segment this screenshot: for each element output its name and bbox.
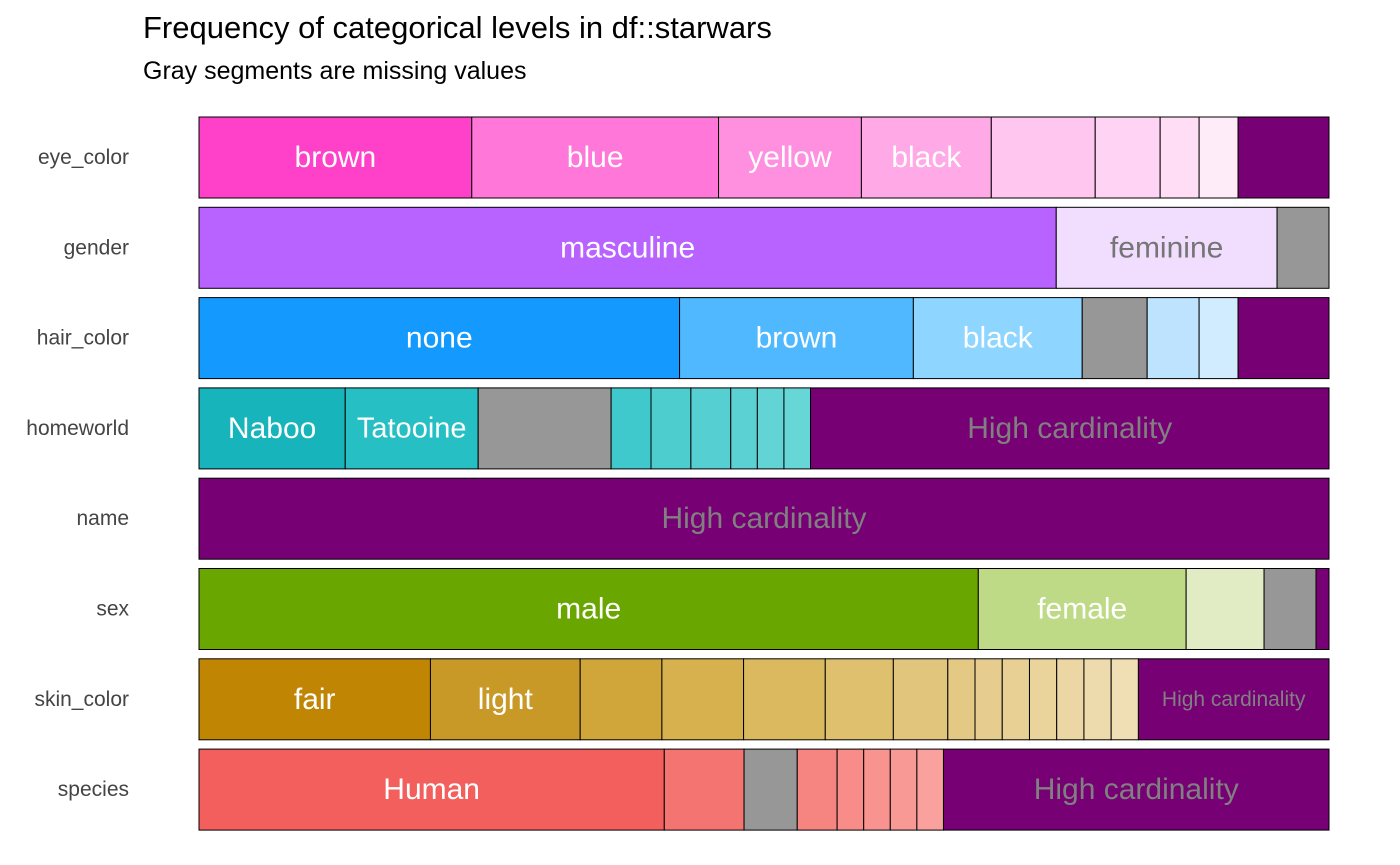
bar-segment xyxy=(836,748,865,831)
y-tick-label: eye_color xyxy=(38,146,129,169)
bar-segment xyxy=(1185,568,1265,650)
bar-segment xyxy=(860,116,992,199)
bar-segment xyxy=(663,748,745,831)
bar-segment xyxy=(718,116,862,199)
segment-label: brown xyxy=(295,141,377,174)
bar-segment xyxy=(344,387,479,470)
bar-segment xyxy=(1028,658,1058,741)
segment-label: blue xyxy=(567,141,624,174)
bar-segment xyxy=(810,387,1330,470)
bar-segment xyxy=(198,387,346,470)
bar-segment xyxy=(912,297,1083,380)
segment-label: High cardinality xyxy=(967,412,1172,445)
segment-label: black xyxy=(891,141,962,174)
bar-segment xyxy=(1263,568,1317,650)
bar-segment xyxy=(198,206,1057,289)
bar-segment xyxy=(1198,116,1239,199)
bar-segment xyxy=(1237,297,1330,380)
bar-segment xyxy=(610,387,652,470)
bar-segment xyxy=(679,297,914,380)
y-tick-label: skin_color xyxy=(34,688,129,711)
bar-segment xyxy=(1159,116,1200,199)
segment-label: High cardinality xyxy=(1162,688,1306,711)
bar-segment xyxy=(1146,297,1200,380)
bar-segment xyxy=(974,658,1003,741)
bar-segment xyxy=(1055,206,1278,289)
segment-label: masculine xyxy=(560,231,695,264)
segment-label: Tatooine xyxy=(357,412,467,444)
segment-label: brown xyxy=(756,322,838,355)
bar-segment xyxy=(990,116,1096,199)
bar-segment xyxy=(783,387,812,470)
bar-segment xyxy=(579,658,663,741)
segment-label: yellow xyxy=(748,141,832,174)
bar-segment xyxy=(889,748,918,831)
y-tick-label: sex xyxy=(96,598,129,621)
chart-subtitle: Gray segments are missing values xyxy=(143,57,527,85)
bar-segment xyxy=(947,658,976,741)
bar-segment xyxy=(477,387,612,470)
bar-segment xyxy=(1081,297,1148,380)
segment-label: black xyxy=(963,322,1034,355)
bar-segment xyxy=(743,748,798,831)
bar-segment xyxy=(1083,658,1112,741)
bar-segment xyxy=(730,387,758,470)
segment-label: High cardinality xyxy=(661,502,866,535)
bar-segment xyxy=(796,748,838,831)
bar-segment xyxy=(198,477,1330,560)
bar-segment xyxy=(650,387,692,470)
bar-segment xyxy=(661,658,745,741)
segment-label: female xyxy=(1037,593,1127,626)
bar-segment xyxy=(1137,658,1330,741)
bar-segment xyxy=(198,297,681,380)
y-tick-label: homeworld xyxy=(26,417,129,440)
bar-segment xyxy=(863,748,891,831)
segment-label: male xyxy=(556,593,621,626)
segment-label: High cardinality xyxy=(1034,773,1239,806)
bar-segment xyxy=(756,387,785,470)
y-tick-label: name xyxy=(76,507,129,530)
segment-label: Naboo xyxy=(228,412,316,445)
y-tick-label: species xyxy=(58,778,129,801)
segment-label: feminine xyxy=(1110,231,1223,264)
segment-label: fair xyxy=(294,683,336,716)
bar-segment xyxy=(1110,658,1139,741)
bar-segment xyxy=(942,748,1330,831)
bar-segment xyxy=(824,658,894,741)
bar-segment xyxy=(198,568,979,650)
bar-segment xyxy=(1056,658,1085,741)
bar-segment xyxy=(429,658,581,741)
segment-label: light xyxy=(478,683,534,716)
bar-segment xyxy=(1001,658,1030,741)
chart-title: Frequency of categorical levels in df::s… xyxy=(143,10,772,45)
bar-segment xyxy=(1094,116,1161,199)
bar-segment xyxy=(1198,297,1239,380)
bar-segment xyxy=(892,658,949,741)
bar-segment xyxy=(690,387,732,470)
y-tick-label: hair_color xyxy=(37,327,129,350)
bar-segment xyxy=(198,116,473,199)
bar-segment xyxy=(916,748,944,831)
bar-segment xyxy=(1315,568,1330,650)
bar-segment xyxy=(1237,116,1330,199)
segment-label: none xyxy=(406,322,473,355)
y-tick-label: gender xyxy=(64,236,129,259)
bar-segment xyxy=(1276,206,1330,289)
segment-label: Human xyxy=(383,773,480,806)
bar-segment xyxy=(743,658,826,741)
